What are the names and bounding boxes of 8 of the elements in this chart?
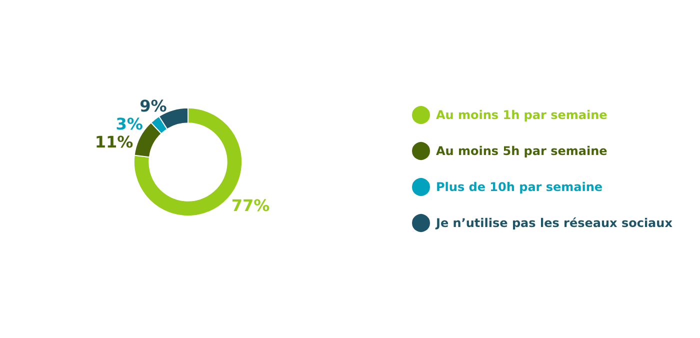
data-label: 77% <box>231 196 270 216</box>
legend-label: Plus de 10h par semaine <box>436 180 603 194</box>
data-label: 11% <box>94 132 134 152</box>
legend-label: Au moins 1h par semaine <box>436 108 608 122</box>
data-label: 3% <box>116 114 143 134</box>
data-label: 9% <box>140 96 167 116</box>
legend-label: Au moins 5h par semaine <box>436 144 608 158</box>
legend-label: Je n’utilise pas les réseaux sociaux <box>435 216 673 230</box>
